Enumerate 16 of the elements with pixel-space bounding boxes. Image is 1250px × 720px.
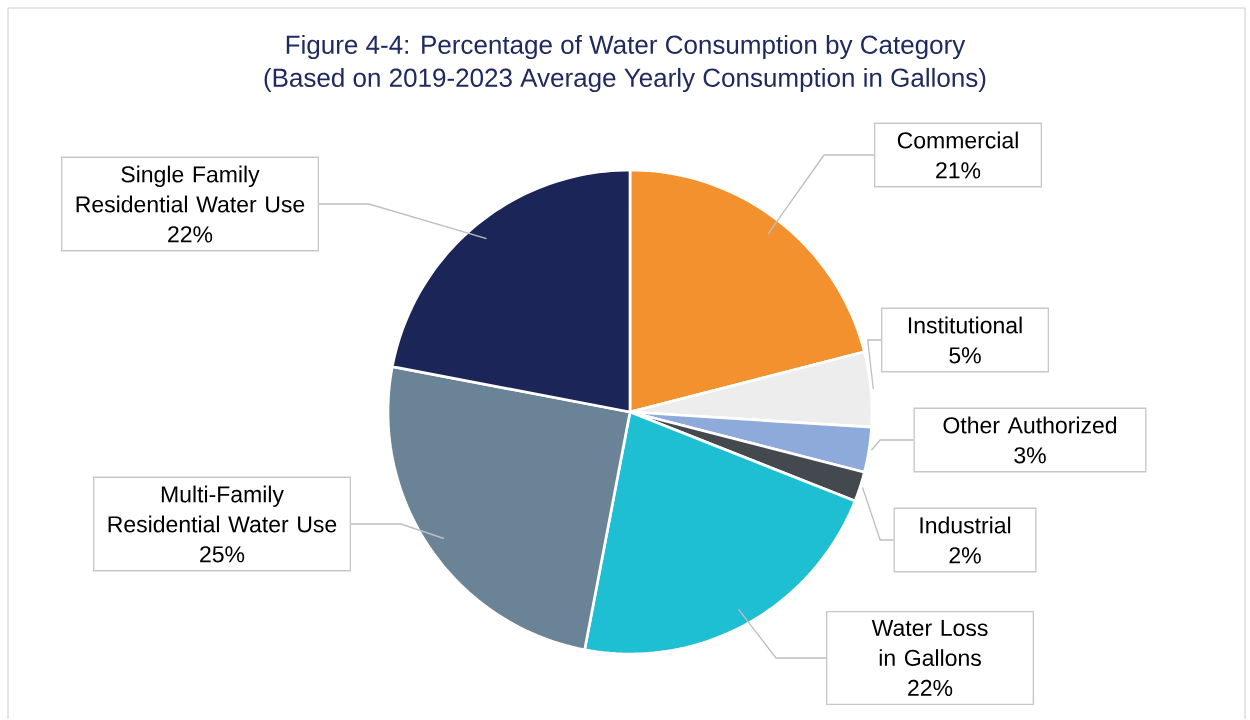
slice-label: Other Authorized [943,416,1117,434]
chart-title: Figure 4-4: Percentage of Water Consumption by Category [286,35,966,60]
slice-label: Single Family Residential Water Use [76,165,305,213]
data-label: 3% [1014,447,1046,464]
slice-label: Water Loss in Gallons [871,620,988,667]
data-label: 5% [949,347,981,364]
data-label: 25% [200,546,245,563]
slice-label: Multi-Family Residential Water Use [108,485,337,533]
slice-label: Institutional [908,316,1022,334]
chart-subtitle: (Based on 2019-2023 Average Yearly Consumption in Gallons) [264,68,986,93]
data-label: 22% [908,680,953,697]
data-label: 22% [168,226,213,243]
data-label: 21% [936,162,981,179]
slice-label: Commercial [897,131,1018,149]
slice-label: Industrial [920,516,1011,534]
data-label: 2% [949,547,981,564]
